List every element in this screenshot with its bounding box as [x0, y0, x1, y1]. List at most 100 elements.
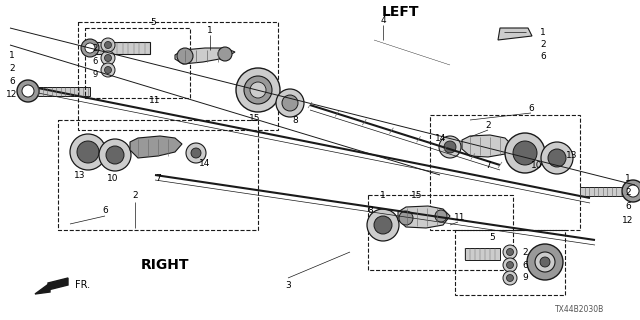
Text: 1: 1 [9, 51, 15, 60]
Text: 9: 9 [92, 69, 98, 78]
Text: 7: 7 [485, 161, 491, 170]
Text: 6: 6 [540, 52, 546, 60]
Circle shape [106, 146, 124, 164]
Circle shape [535, 252, 555, 272]
Circle shape [399, 211, 413, 225]
Circle shape [250, 82, 266, 98]
Text: 6: 6 [102, 205, 108, 214]
Bar [38, 87, 90, 96]
Circle shape [104, 42, 111, 49]
Text: 6: 6 [92, 57, 98, 66]
Text: 13: 13 [566, 150, 578, 159]
Circle shape [503, 258, 517, 272]
Text: 8: 8 [367, 205, 373, 214]
Text: 8: 8 [292, 116, 298, 124]
Polygon shape [48, 278, 68, 290]
Circle shape [101, 63, 115, 77]
Text: 6: 6 [522, 260, 528, 269]
Bar [455, 230, 565, 295]
Circle shape [435, 210, 447, 222]
Circle shape [17, 80, 39, 102]
Text: 15: 15 [412, 190, 423, 199]
Circle shape [191, 148, 201, 158]
Circle shape [505, 133, 545, 173]
Text: 11: 11 [454, 212, 466, 221]
Text: 6: 6 [625, 202, 631, 211]
Bar [58, 120, 258, 230]
Text: 2: 2 [522, 247, 528, 257]
Polygon shape [175, 48, 235, 64]
Text: 2: 2 [9, 63, 15, 73]
Circle shape [70, 134, 106, 170]
Bar [430, 115, 580, 230]
Text: 10: 10 [108, 173, 119, 182]
Circle shape [101, 51, 115, 65]
Circle shape [104, 54, 111, 61]
Circle shape [22, 85, 34, 97]
Circle shape [85, 43, 95, 53]
Polygon shape [498, 28, 532, 40]
Text: 11: 11 [149, 95, 161, 105]
Bar [368, 195, 513, 270]
Text: 6: 6 [9, 76, 15, 85]
Bar [465, 248, 500, 260]
Text: 12: 12 [622, 215, 634, 225]
Bar [95, 42, 150, 54]
Text: 3: 3 [285, 281, 291, 290]
Circle shape [104, 67, 111, 74]
Circle shape [622, 180, 640, 202]
Circle shape [276, 89, 304, 117]
Text: LEFT: LEFT [381, 5, 419, 19]
Bar [78, 22, 278, 130]
Circle shape [540, 257, 550, 267]
Text: 1: 1 [625, 173, 631, 182]
Circle shape [506, 275, 513, 282]
Polygon shape [398, 206, 450, 228]
Circle shape [506, 261, 513, 268]
Text: 14: 14 [435, 133, 447, 142]
Text: 7: 7 [155, 173, 161, 182]
Bar [85, 28, 190, 98]
Bar [580, 187, 625, 196]
Text: 2: 2 [92, 44, 98, 52]
Polygon shape [462, 135, 512, 157]
Circle shape [444, 141, 456, 153]
Circle shape [439, 136, 461, 158]
Circle shape [244, 76, 272, 104]
Circle shape [177, 48, 193, 64]
Text: 1: 1 [207, 26, 213, 35]
Circle shape [81, 39, 99, 57]
Circle shape [513, 141, 537, 165]
Circle shape [503, 271, 517, 285]
Text: 1: 1 [380, 190, 386, 199]
Text: RIGHT: RIGHT [141, 258, 189, 272]
Text: 14: 14 [199, 158, 211, 167]
Circle shape [627, 185, 639, 197]
Circle shape [541, 142, 573, 174]
Text: 2: 2 [132, 190, 138, 199]
Circle shape [374, 216, 392, 234]
Circle shape [506, 249, 513, 255]
Circle shape [367, 209, 399, 241]
Text: TX44B2030B: TX44B2030B [556, 306, 605, 315]
Circle shape [218, 47, 232, 61]
Text: 1: 1 [540, 28, 546, 36]
Circle shape [101, 38, 115, 52]
Text: 4: 4 [380, 15, 386, 25]
Text: 5: 5 [489, 233, 495, 242]
Text: 2: 2 [540, 39, 546, 49]
Polygon shape [35, 283, 50, 294]
Circle shape [282, 95, 298, 111]
Text: 5: 5 [150, 18, 156, 27]
Text: 9: 9 [522, 274, 528, 283]
Text: 2: 2 [485, 121, 491, 130]
Circle shape [548, 149, 566, 167]
Circle shape [527, 244, 563, 280]
Circle shape [186, 143, 206, 163]
Text: FR.: FR. [75, 280, 90, 290]
Text: 12: 12 [6, 90, 18, 99]
Circle shape [77, 141, 99, 163]
Text: 2: 2 [625, 188, 631, 196]
Circle shape [99, 139, 131, 171]
Text: 10: 10 [531, 161, 543, 170]
